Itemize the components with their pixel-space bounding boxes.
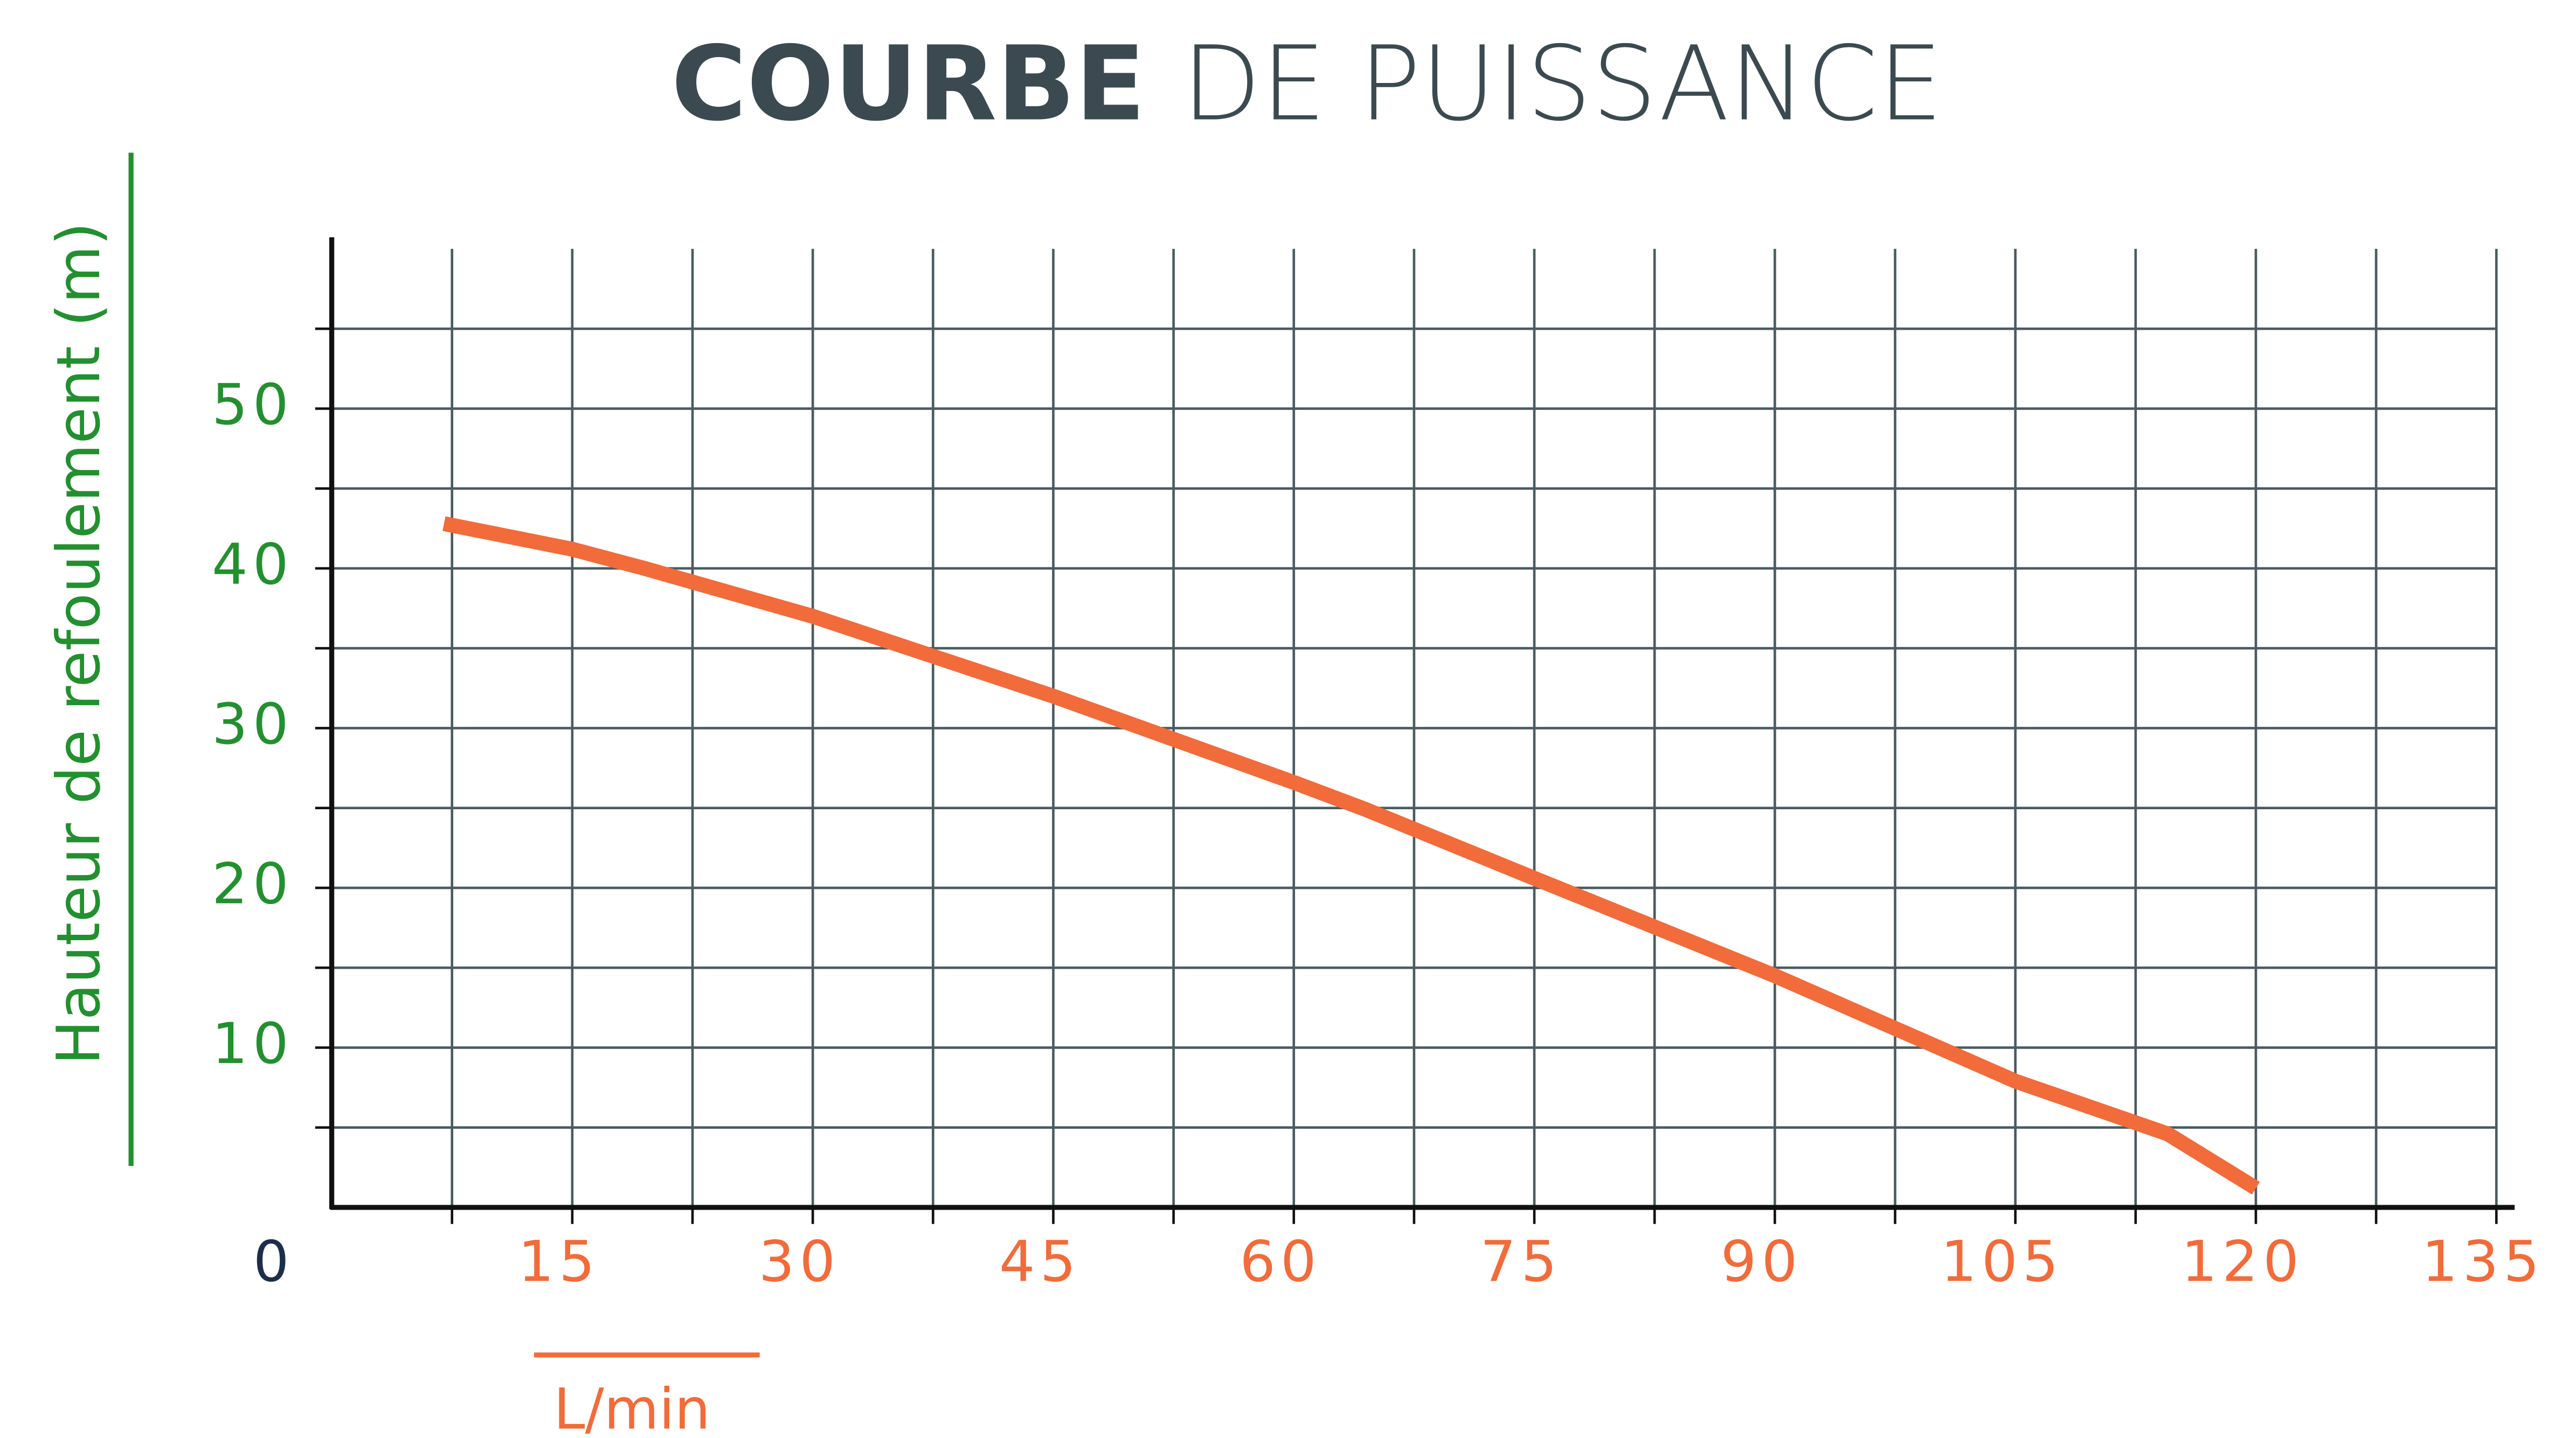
x-tick-label: 135 [2422, 1228, 2544, 1294]
x-tick-label: 105 [1941, 1228, 2063, 1294]
y-tick-label: 30 [212, 691, 294, 757]
x-tick-label: 75 [1480, 1228, 1562, 1294]
x-tick-label: 15 [518, 1228, 600, 1294]
x-tick-label: 45 [999, 1228, 1081, 1294]
x-tick-label: 90 [1721, 1228, 1803, 1294]
ticks: 0 15 30 45 60 75 90 105 120 135 10 20 30 40 50 [212, 327, 2544, 1294]
x-tick-label: 0 [253, 1228, 294, 1294]
y-tick-label: 20 [212, 851, 294, 917]
y-tick-label: 10 [212, 1011, 294, 1076]
y-axis-label: Hauteur de refoulement (m) [44, 222, 114, 1065]
x-tick-label: 60 [1239, 1228, 1321, 1294]
title-bold: COURBE [671, 25, 1145, 144]
y-tick-label: 50 [212, 372, 294, 437]
x-axis-label: L/min [553, 1376, 710, 1438]
x-tick-label: 120 [2182, 1228, 2304, 1294]
marks [442, 516, 2260, 1195]
chart-title: COURBE DE PUISSANCE [671, 25, 1943, 144]
data-line [442, 516, 2260, 1195]
grid [331, 248, 2498, 1207]
y-tick-label: 40 [212, 532, 294, 598]
title-regular: DE PUISSANCE [1182, 25, 1943, 144]
x-tick-label: 30 [759, 1228, 841, 1294]
